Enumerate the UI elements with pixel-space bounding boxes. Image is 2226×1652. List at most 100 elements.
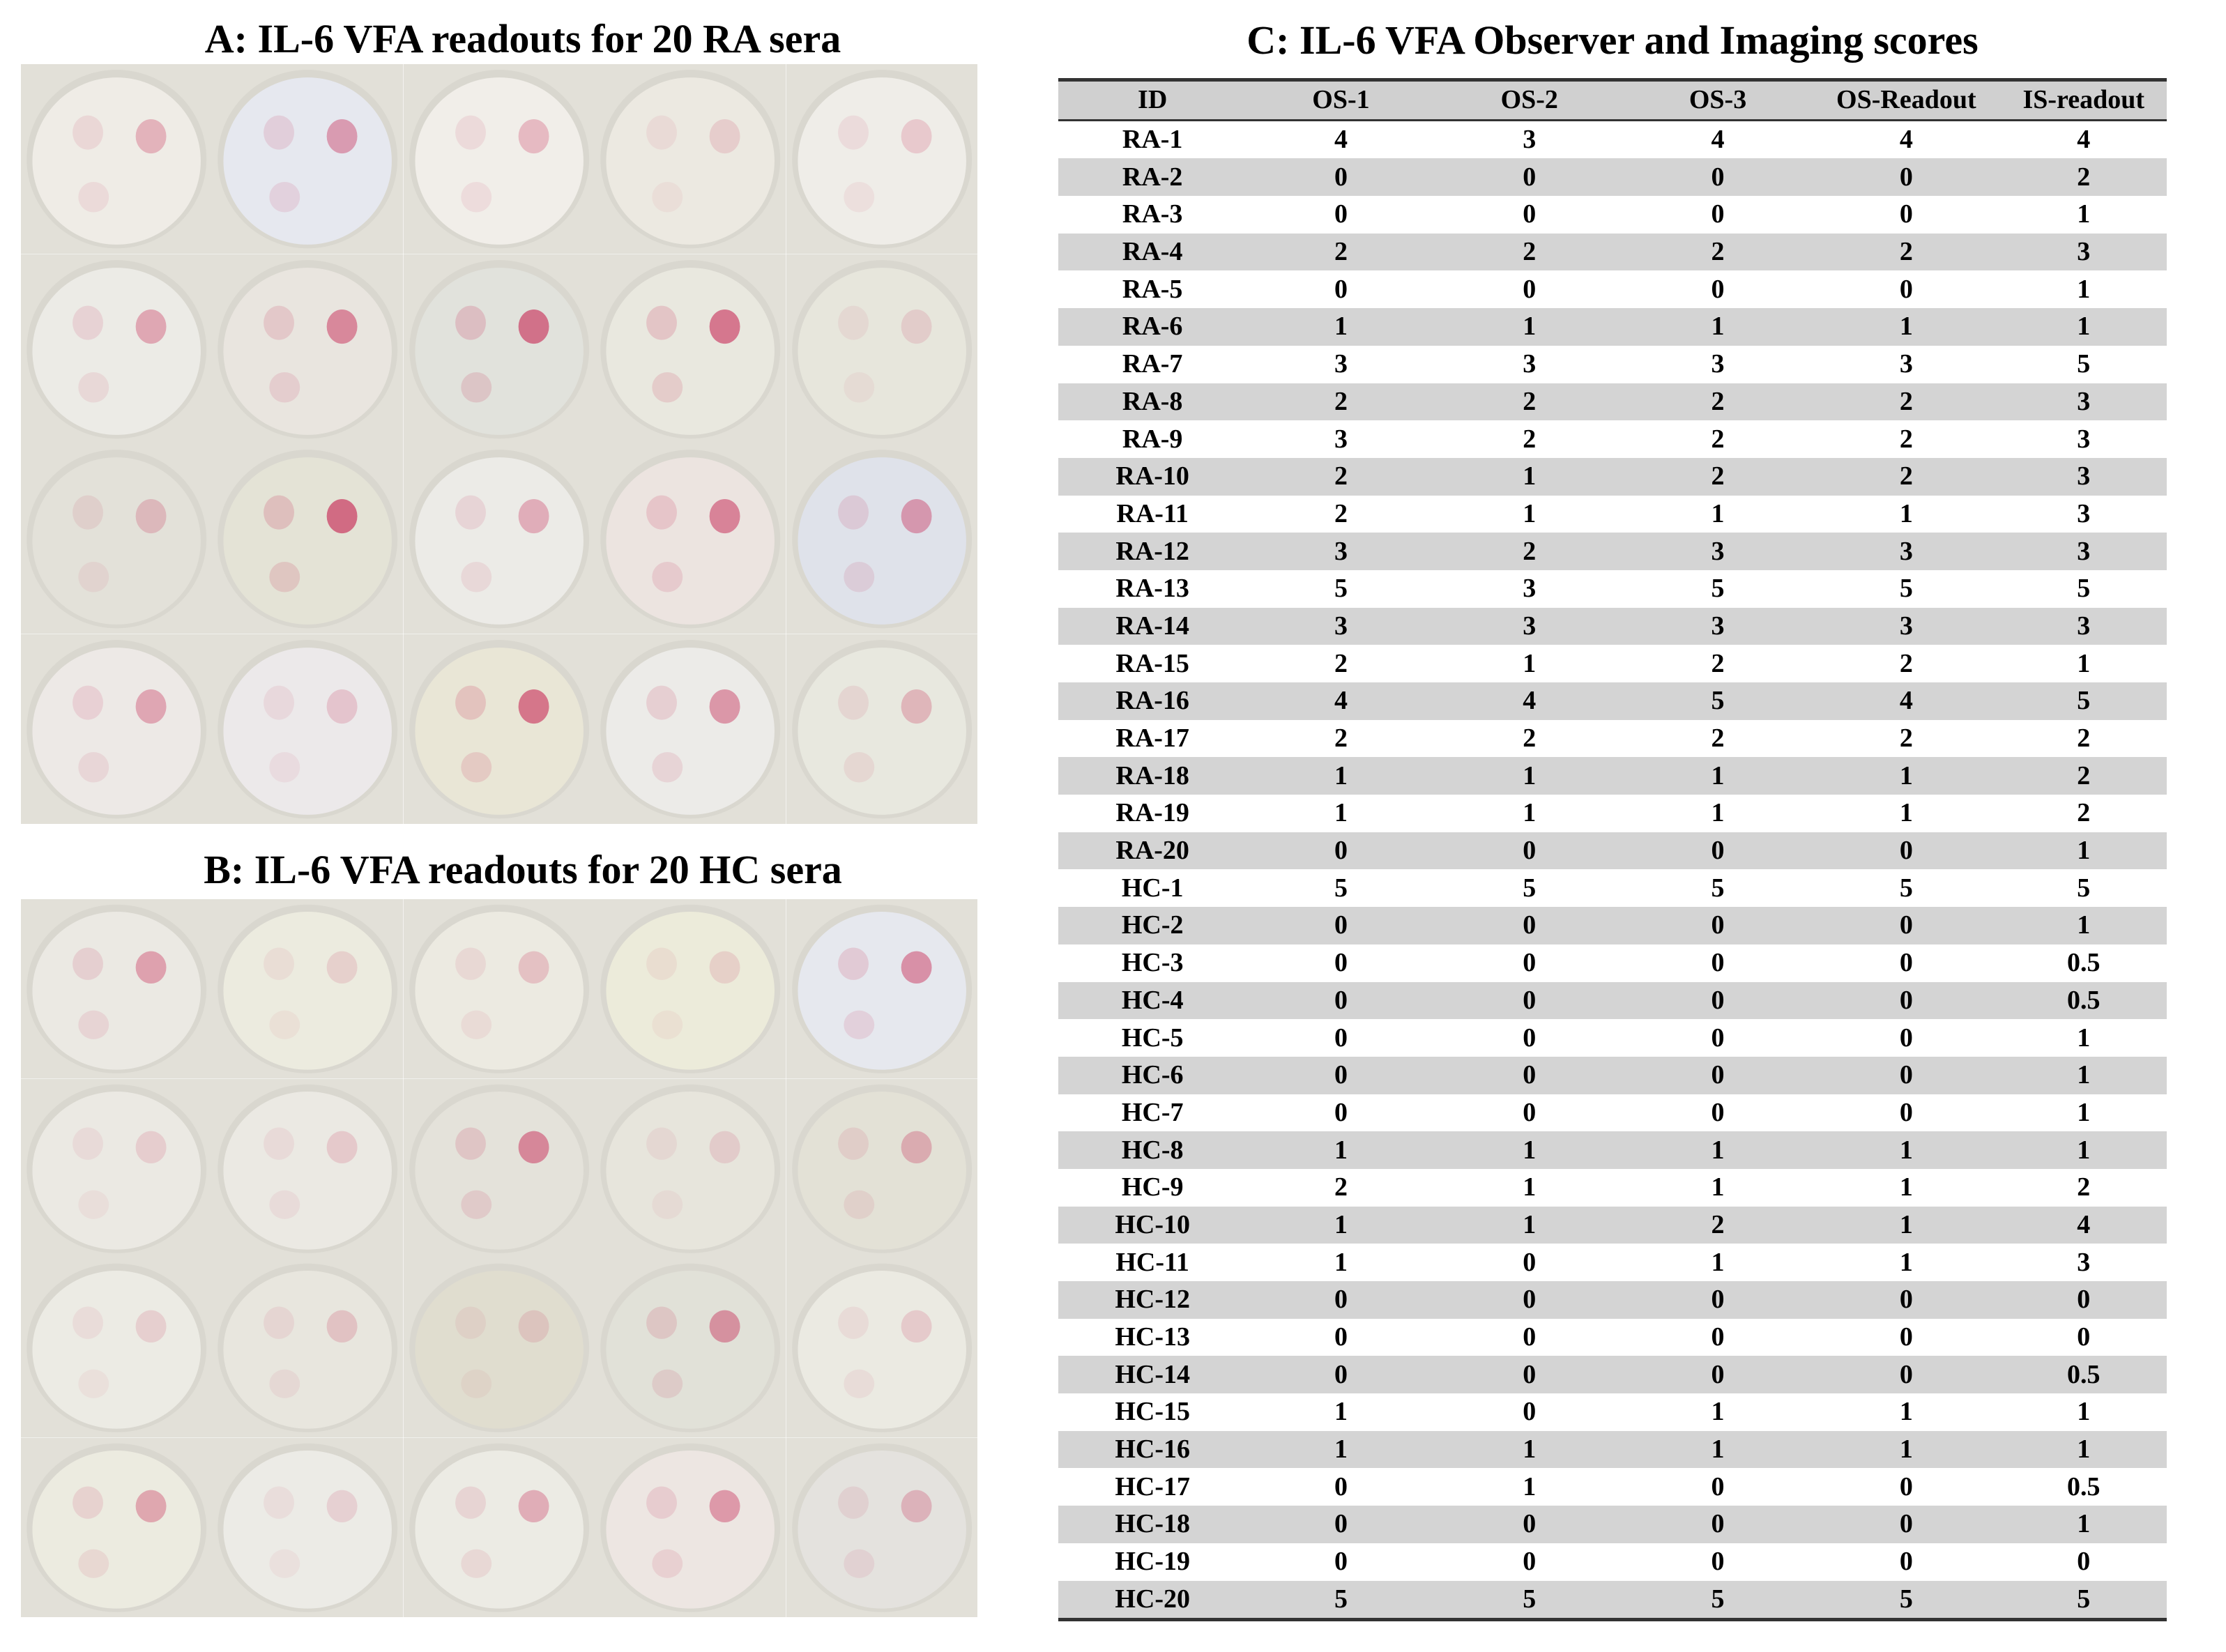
- cell-is-readout: 0.5: [2066, 985, 2101, 1015]
- cell-id: HC-7: [1121, 1097, 1184, 1127]
- cell-os-readout: 4: [1899, 125, 1913, 155]
- cell-os-1: 0: [1334, 1509, 1348, 1539]
- cell-os-3: 1: [1711, 1247, 1725, 1277]
- control-spot: [455, 115, 486, 150]
- cell-is-readout: 1: [2077, 199, 2091, 229]
- control-spot: [264, 495, 295, 530]
- test-spot: [901, 119, 932, 154]
- cell-os-1: 0: [1334, 162, 1348, 192]
- table-row: RA-14 3 3 3 3 3: [1058, 607, 2167, 645]
- table-row: HC-20 5 5 5 5 5: [1058, 1580, 2167, 1620]
- cell-id: RA-9: [1122, 424, 1183, 454]
- cell-os-2: 1: [1523, 1172, 1537, 1202]
- control-spot: [646, 1127, 678, 1160]
- cell-os-readout: 1: [1899, 760, 1913, 790]
- ra-photo-grid: [21, 64, 977, 824]
- lower-spot: [78, 751, 109, 783]
- table-row: RA-2 0 0 0 0 2: [1058, 158, 2167, 197]
- table-row: RA-15 2 1 2 2 1: [1058, 645, 2167, 682]
- table-row: RA-10 2 1 2 2 3: [1058, 457, 2167, 496]
- cell-os-1: 1: [1334, 760, 1348, 790]
- cell-is-readout: 1: [2077, 1135, 2091, 1165]
- test-spot: [901, 1310, 932, 1343]
- cell-os-2: 1: [1523, 461, 1537, 491]
- membrane-disc: [606, 1091, 775, 1250]
- lower-spot: [461, 372, 492, 403]
- cell-id: HC-13: [1115, 1322, 1190, 1352]
- cell-os-readout: 3: [1899, 349, 1913, 379]
- control-spot: [837, 1127, 869, 1160]
- membrane-disc: [606, 1271, 775, 1429]
- cell-id: HC-15: [1115, 1397, 1190, 1427]
- hc-vfa-photo: [403, 899, 595, 1079]
- membrane-disc: [798, 1091, 966, 1250]
- membrane-disc: [606, 457, 775, 625]
- membrane-disc: [798, 1271, 966, 1429]
- control-spot: [646, 947, 678, 980]
- cell-is-readout: 0: [2077, 1322, 2091, 1352]
- membrane-disc: [798, 267, 966, 435]
- cell-is-readout: 0.5: [2066, 1359, 2101, 1389]
- control-spot: [73, 115, 103, 150]
- test-spot: [135, 951, 167, 984]
- table-row: RA-1 4 3 4 4 4: [1058, 120, 2167, 159]
- cell-os-3: 4: [1711, 125, 1725, 155]
- cell-is-readout: 1: [2077, 1023, 2091, 1053]
- cell-os-readout: 1: [1899, 1435, 1913, 1464]
- membrane-disc: [32, 1091, 201, 1250]
- test-spot: [901, 309, 932, 344]
- cell-os-readout: 0: [1899, 836, 1913, 866]
- cell-os-readout: 0: [1899, 1359, 1913, 1389]
- lower-spot: [78, 1190, 109, 1219]
- lower-spot: [78, 372, 109, 403]
- lower-spot: [78, 561, 109, 592]
- hc-photo-grid: [21, 899, 977, 1617]
- cell-os-3: 1: [1711, 498, 1725, 528]
- control-spot: [73, 685, 103, 720]
- cell-os-readout: 0: [1899, 1097, 1913, 1127]
- membrane-disc: [606, 77, 775, 245]
- cell-is-readout: 3: [2077, 1247, 2091, 1277]
- control-spot: [455, 947, 486, 980]
- cell-os-1: 0: [1334, 948, 1348, 978]
- membrane-disc: [223, 457, 392, 625]
- cell-os-1: 1: [1334, 1209, 1348, 1239]
- cell-os-1: 0: [1334, 274, 1348, 304]
- lower-spot: [652, 1010, 683, 1039]
- cell-id: RA-7: [1122, 349, 1183, 379]
- cell-os-3: 0: [1711, 1322, 1725, 1352]
- hc-vfa-photo: [595, 1078, 786, 1258]
- table-row: RA-7 3 3 3 3 5: [1058, 345, 2167, 383]
- cell-is-readout: 0: [2077, 1547, 2091, 1577]
- ra-vfa-photo: [595, 634, 786, 824]
- cell-id: HC-14: [1115, 1359, 1190, 1389]
- control-spot: [73, 947, 103, 980]
- cell-os-readout: 2: [1899, 237, 1913, 267]
- membrane-disc: [223, 1091, 392, 1250]
- ra-vfa-photo: [212, 634, 404, 824]
- cell-os-2: 0: [1523, 1285, 1537, 1315]
- cell-os-1: 0: [1334, 1023, 1348, 1053]
- cell-os-3: 0: [1711, 836, 1725, 866]
- test-spot: [901, 951, 932, 984]
- test-spot: [327, 1131, 358, 1163]
- membrane-disc: [606, 1450, 775, 1609]
- cell-os-readout: 5: [1899, 1584, 1913, 1614]
- cell-os-1: 5: [1334, 1584, 1348, 1614]
- table-row: RA-16 4 4 5 4 5: [1058, 682, 2167, 720]
- lower-spot: [843, 181, 874, 213]
- cell-os-2: 3: [1523, 349, 1537, 379]
- cell-os-1: 1: [1334, 312, 1348, 342]
- cell-os-readout: 0: [1899, 1322, 1913, 1352]
- cell-os-1: 3: [1334, 349, 1348, 379]
- membrane-disc: [32, 912, 201, 1070]
- ra-vfa-photo: [595, 444, 786, 634]
- control-spot: [646, 495, 678, 530]
- ra-vfa-photo: [786, 64, 977, 254]
- cell-os-3: 2: [1711, 424, 1725, 454]
- cell-os-2: 0: [1523, 162, 1537, 192]
- lower-spot: [269, 561, 300, 592]
- cell-is-readout: 3: [2077, 424, 2091, 454]
- cell-is-readout: 1: [2077, 1397, 2091, 1427]
- cell-is-readout: 5: [2077, 349, 2091, 379]
